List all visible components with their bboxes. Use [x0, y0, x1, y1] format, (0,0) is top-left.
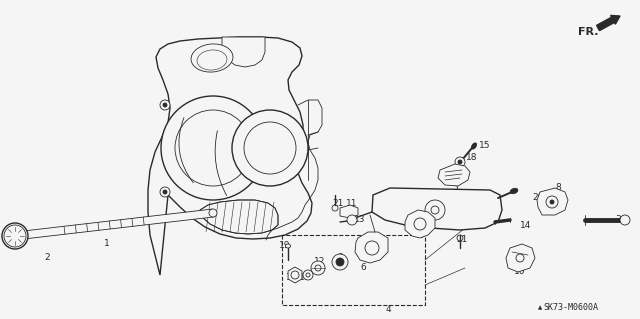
- Circle shape: [455, 157, 465, 167]
- Circle shape: [291, 271, 299, 279]
- Text: 18: 18: [467, 153, 477, 162]
- Text: 13: 13: [355, 216, 365, 225]
- Circle shape: [2, 223, 28, 249]
- Text: 6: 6: [360, 263, 366, 272]
- Text: 21: 21: [456, 235, 468, 244]
- Circle shape: [160, 187, 170, 197]
- Text: 2: 2: [44, 254, 50, 263]
- Polygon shape: [222, 37, 265, 67]
- Circle shape: [209, 209, 217, 217]
- Polygon shape: [15, 209, 214, 240]
- Circle shape: [315, 265, 321, 271]
- Text: 15: 15: [479, 140, 491, 150]
- Circle shape: [620, 215, 630, 225]
- Polygon shape: [405, 210, 435, 238]
- Text: FR.: FR.: [578, 27, 598, 37]
- Ellipse shape: [4, 225, 26, 247]
- Text: 10: 10: [515, 268, 525, 277]
- Circle shape: [303, 270, 313, 280]
- Text: ▲: ▲: [538, 306, 542, 310]
- Circle shape: [7, 228, 23, 244]
- Text: 17: 17: [286, 273, 298, 283]
- Text: 1: 1: [104, 239, 110, 248]
- Circle shape: [458, 160, 462, 164]
- Polygon shape: [148, 37, 312, 275]
- Text: 19: 19: [279, 241, 291, 249]
- Polygon shape: [340, 205, 358, 218]
- Circle shape: [431, 206, 439, 214]
- Polygon shape: [537, 188, 568, 215]
- Circle shape: [161, 96, 265, 200]
- Text: 16: 16: [300, 273, 311, 283]
- Ellipse shape: [510, 188, 518, 194]
- Text: 14: 14: [520, 220, 532, 229]
- Circle shape: [336, 258, 344, 266]
- Circle shape: [163, 103, 167, 107]
- Text: 5: 5: [452, 183, 458, 192]
- FancyArrow shape: [596, 15, 620, 31]
- Circle shape: [332, 254, 348, 270]
- Polygon shape: [506, 244, 535, 272]
- Circle shape: [232, 110, 308, 186]
- Text: 7: 7: [419, 231, 425, 240]
- Circle shape: [332, 205, 338, 211]
- Text: SK73-M0600A: SK73-M0600A: [543, 303, 598, 313]
- Ellipse shape: [472, 143, 477, 149]
- Circle shape: [306, 273, 310, 277]
- Circle shape: [365, 241, 379, 255]
- Polygon shape: [372, 188, 502, 230]
- Text: 8: 8: [555, 183, 561, 192]
- Text: 20: 20: [532, 194, 544, 203]
- Ellipse shape: [191, 44, 233, 72]
- Circle shape: [163, 190, 167, 194]
- Polygon shape: [200, 200, 278, 234]
- Text: 21: 21: [332, 198, 344, 207]
- Polygon shape: [438, 164, 470, 186]
- Circle shape: [516, 254, 524, 262]
- Circle shape: [546, 196, 558, 208]
- Circle shape: [160, 100, 170, 110]
- Circle shape: [425, 200, 445, 220]
- Polygon shape: [288, 267, 302, 283]
- Ellipse shape: [197, 50, 227, 70]
- Text: 9: 9: [337, 254, 343, 263]
- Ellipse shape: [285, 244, 291, 248]
- Polygon shape: [355, 232, 388, 263]
- Text: 11: 11: [346, 198, 358, 207]
- Circle shape: [457, 235, 463, 241]
- Circle shape: [414, 218, 426, 230]
- Circle shape: [244, 122, 296, 174]
- Circle shape: [175, 110, 251, 186]
- Circle shape: [311, 261, 325, 275]
- Text: 12: 12: [314, 257, 326, 266]
- Circle shape: [347, 215, 357, 225]
- Text: 4: 4: [385, 306, 391, 315]
- Circle shape: [550, 200, 554, 204]
- Text: 3: 3: [615, 216, 621, 225]
